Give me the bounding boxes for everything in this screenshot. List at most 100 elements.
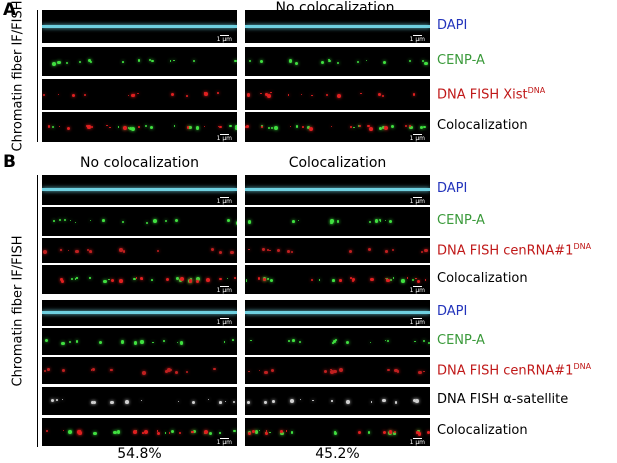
signal-dot: [295, 61, 299, 65]
signal-dot: [173, 59, 175, 62]
superscript: DNA: [573, 361, 592, 371]
fiber: [245, 24, 430, 28]
signal-dot: [133, 341, 138, 346]
signal-dot: [427, 431, 430, 435]
signal-dot: [70, 219, 72, 222]
signal-dot: [274, 126, 279, 131]
signal-dot: [234, 59, 237, 63]
signal-dot: [156, 430, 159, 432]
signal-dot: [310, 278, 314, 282]
signal-dot: [122, 221, 125, 224]
signal-dot: [141, 399, 143, 401]
signal-dot: [260, 124, 263, 127]
signal-dot: [60, 279, 64, 283]
signal-dot: [369, 341, 371, 343]
signal-dot: [127, 127, 130, 129]
signal-dot: [156, 431, 161, 435]
superscript: DNA: [573, 241, 592, 251]
signal-dot: [248, 220, 252, 224]
signal-dot: [385, 220, 387, 222]
signal-dot: [288, 340, 291, 342]
signal-dot: [346, 399, 351, 404]
micrograph: 1 µm: [245, 112, 430, 142]
signal-dot: [43, 369, 46, 372]
signal-dot: [219, 401, 222, 404]
signal-dot: [152, 341, 154, 344]
signal-dot: [299, 398, 302, 401]
signal-dot: [384, 278, 386, 280]
signal-dot: [367, 124, 370, 128]
signal-dot: [113, 431, 117, 435]
signal-dot: [333, 369, 337, 374]
scale-bar: [413, 438, 422, 439]
micrograph: [42, 328, 237, 355]
signal-dot: [68, 430, 72, 434]
signal-dot: [216, 92, 219, 94]
signal-dot: [382, 126, 386, 129]
scale-label: 1 µm: [409, 36, 425, 43]
scale-bar: [413, 286, 422, 287]
signal-dot: [79, 429, 81, 432]
signal-dot: [65, 61, 68, 65]
signal-dot: [393, 431, 396, 434]
signal-dot: [109, 126, 111, 129]
signal-dot: [263, 277, 267, 281]
micrograph: 1 µm: [42, 10, 237, 43]
signal-dot: [330, 219, 334, 223]
signal-dot: [148, 59, 151, 62]
signal-dot: [123, 126, 127, 130]
signal-dot: [169, 368, 173, 372]
signal-dot: [265, 429, 268, 432]
row-label: DNA FISH cenRNA#1DNA: [437, 242, 591, 258]
signal-dot: [218, 125, 222, 129]
scale-label: 1 µm: [409, 135, 425, 142]
signal-dot: [245, 124, 249, 128]
micrograph: [42, 207, 237, 236]
micrograph: 1 µm: [245, 10, 430, 43]
signal-dot: [280, 432, 284, 436]
signal-dot: [271, 127, 274, 130]
signal-dot: [75, 340, 79, 343]
signal-dot: [235, 124, 237, 128]
signal-dot: [246, 93, 250, 97]
signal-dot: [90, 369, 93, 371]
micrograph: 1 µm: [42, 175, 237, 205]
signal-dot: [328, 59, 331, 63]
scale-label: 1 µm: [409, 319, 425, 326]
label-text: DAPI: [437, 181, 468, 196]
signal-dot: [203, 92, 208, 96]
signal-dot: [318, 278, 321, 281]
micrograph: [42, 47, 237, 76]
signal-dot: [379, 220, 381, 222]
signal-dot: [379, 219, 382, 222]
signal-dot: [392, 432, 396, 435]
signal-dot: [383, 431, 387, 435]
row-label: DAPI: [437, 181, 467, 196]
signal-dot: [52, 125, 55, 128]
signal-dot: [78, 431, 82, 435]
signal-dot: [168, 432, 171, 435]
signal-dot: [267, 93, 271, 98]
signal-dot: [383, 60, 387, 64]
signal-dot: [120, 340, 125, 344]
signal-dot: [267, 126, 271, 130]
row-label: Colocalization: [437, 118, 528, 133]
micrograph: [42, 387, 237, 415]
signal-dot: [190, 278, 192, 280]
signal-dot: [133, 94, 135, 96]
signal-dot: [137, 93, 139, 95]
signal-dot: [167, 368, 172, 373]
signal-dot: [277, 248, 281, 252]
signal-dot: [110, 368, 112, 371]
scale-bar: [220, 197, 229, 198]
scale-label: 1 µm: [409, 439, 425, 446]
signal-dot: [369, 221, 372, 224]
signal-dot: [333, 339, 337, 343]
signal-dot: [337, 94, 341, 98]
micrograph: 1 µm: [245, 300, 430, 326]
signal-dot: [297, 220, 299, 222]
signal-dot: [58, 125, 61, 128]
signal-dot: [257, 277, 260, 280]
signal-dot: [330, 125, 333, 128]
